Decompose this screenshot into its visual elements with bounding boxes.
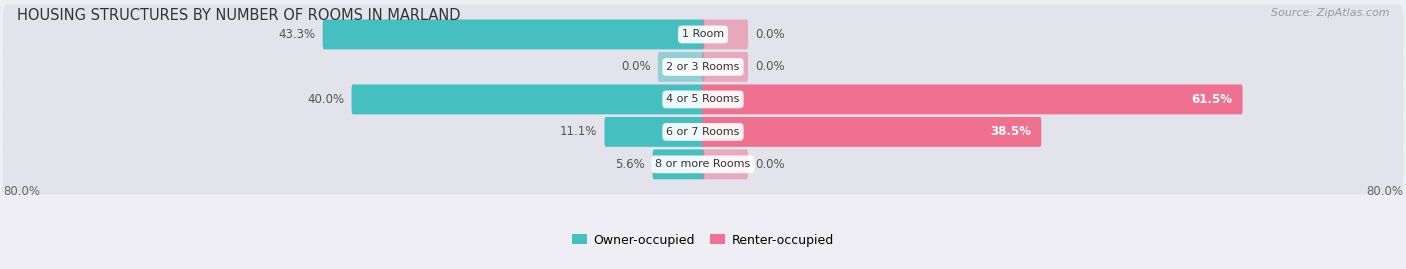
FancyBboxPatch shape bbox=[702, 117, 1042, 147]
FancyBboxPatch shape bbox=[702, 149, 748, 179]
Text: 5.6%: 5.6% bbox=[616, 158, 645, 171]
Text: 80.0%: 80.0% bbox=[3, 185, 39, 197]
Text: 0.0%: 0.0% bbox=[755, 61, 785, 73]
FancyBboxPatch shape bbox=[323, 19, 704, 49]
Text: 61.5%: 61.5% bbox=[1191, 93, 1233, 106]
Text: 2 or 3 Rooms: 2 or 3 Rooms bbox=[666, 62, 740, 72]
Text: 40.0%: 40.0% bbox=[307, 93, 344, 106]
Text: 0.0%: 0.0% bbox=[621, 61, 651, 73]
FancyBboxPatch shape bbox=[658, 52, 704, 82]
Text: 11.1%: 11.1% bbox=[560, 125, 598, 138]
Text: 0.0%: 0.0% bbox=[755, 28, 785, 41]
Text: 8 or more Rooms: 8 or more Rooms bbox=[655, 159, 751, 169]
Text: HOUSING STRUCTURES BY NUMBER OF ROOMS IN MARLAND: HOUSING STRUCTURES BY NUMBER OF ROOMS IN… bbox=[17, 8, 460, 23]
Text: 38.5%: 38.5% bbox=[990, 125, 1031, 138]
Text: 0.0%: 0.0% bbox=[755, 158, 785, 171]
FancyBboxPatch shape bbox=[605, 117, 704, 147]
FancyBboxPatch shape bbox=[3, 37, 1403, 97]
Text: 6 or 7 Rooms: 6 or 7 Rooms bbox=[666, 127, 740, 137]
FancyBboxPatch shape bbox=[3, 5, 1403, 64]
FancyBboxPatch shape bbox=[702, 52, 748, 82]
Text: 43.3%: 43.3% bbox=[278, 28, 315, 41]
FancyBboxPatch shape bbox=[3, 102, 1403, 162]
FancyBboxPatch shape bbox=[652, 149, 704, 179]
Text: 4 or 5 Rooms: 4 or 5 Rooms bbox=[666, 94, 740, 104]
FancyBboxPatch shape bbox=[702, 84, 1243, 114]
Text: 80.0%: 80.0% bbox=[1367, 185, 1403, 197]
FancyBboxPatch shape bbox=[3, 69, 1403, 129]
FancyBboxPatch shape bbox=[3, 134, 1403, 194]
FancyBboxPatch shape bbox=[352, 84, 704, 114]
Text: Source: ZipAtlas.com: Source: ZipAtlas.com bbox=[1271, 8, 1389, 18]
Text: 1 Room: 1 Room bbox=[682, 29, 724, 40]
Legend: Owner-occupied, Renter-occupied: Owner-occupied, Renter-occupied bbox=[568, 229, 838, 252]
FancyBboxPatch shape bbox=[702, 19, 748, 49]
